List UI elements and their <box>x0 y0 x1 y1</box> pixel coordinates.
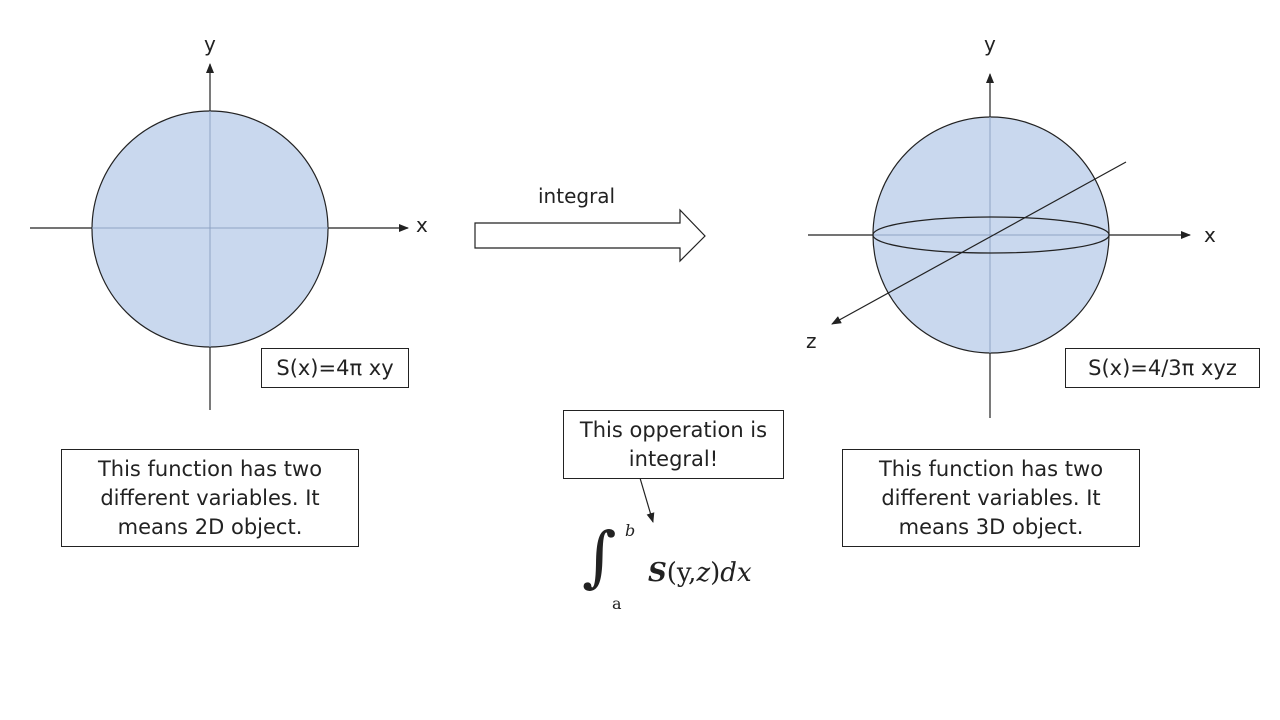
left-y-axis-label: y <box>204 32 216 56</box>
integrand-differential: dx <box>720 558 752 588</box>
integral-expression: ∫ b a S(y,z)dx <box>578 518 788 613</box>
right-z-axis <box>831 161 1127 325</box>
left-x-axis-label: x <box>416 213 428 237</box>
right-figure: y x z <box>806 32 1216 418</box>
callout-pointer <box>639 477 655 523</box>
integral-lower-bound: a <box>612 594 622 613</box>
left-description-box: This function has two different variable… <box>61 449 359 547</box>
integrand: S(y,z)dx <box>648 558 752 588</box>
integrand-closing: ) <box>710 558 721 588</box>
integrand-argument-z: z <box>696 558 711 588</box>
right-y-axis-label: y <box>984 32 996 56</box>
right-x-axis-label: x <box>1204 223 1216 247</box>
integral-arrow: integral <box>474 184 706 263</box>
right-formula-box: S(x)=4/3π xyz <box>1065 348 1260 388</box>
right-equator-ellipse <box>872 216 1110 254</box>
integrand-arguments: (y, <box>666 558 697 588</box>
callout-box: This opperation is integral! <box>563 410 784 479</box>
integral-upper-bound: b <box>625 521 636 540</box>
integrand-function-name: S <box>648 558 667 588</box>
hollow-arrow-shape <box>474 208 706 263</box>
integral-sign: ∫ <box>582 518 617 595</box>
left-formula-box: S(x)=4π xy <box>261 348 409 388</box>
integral-arrow-label: integral <box>538 184 615 208</box>
left-figure: y x <box>30 32 428 410</box>
right-z-axis-label: z <box>806 329 817 353</box>
right-description-box: This function has two different variable… <box>842 449 1140 547</box>
